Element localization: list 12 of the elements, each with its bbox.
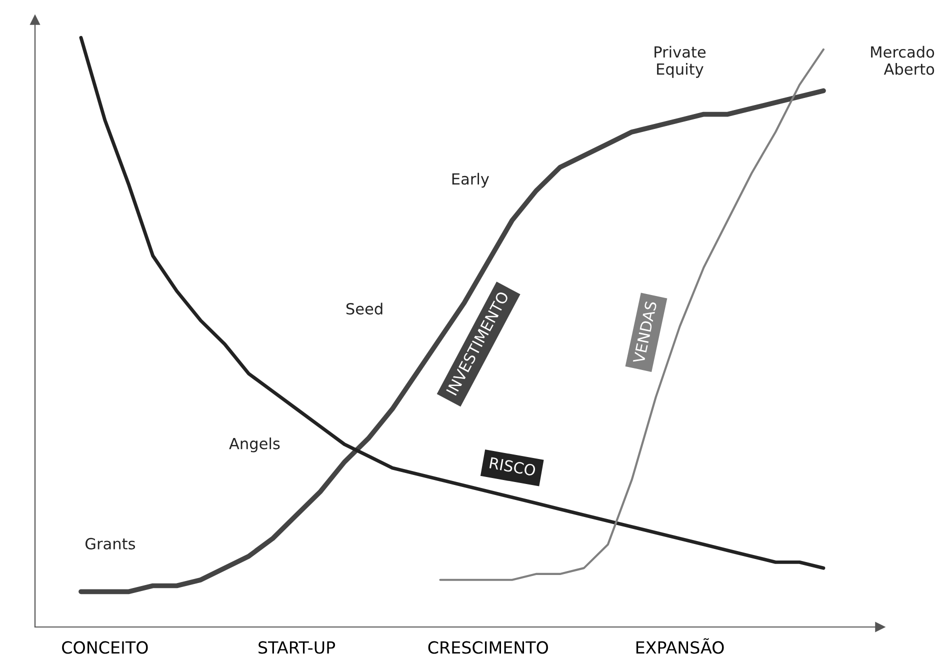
annotation: Grants	[86, 538, 136, 550]
x-tick-label: CRESCIMENTO	[428, 641, 548, 654]
x-tick-label: START-UP	[258, 641, 336, 654]
text: RISCO	[489, 457, 536, 476]
annotation: Angels	[229, 438, 280, 452]
x-tick-label: CONCEITO	[62, 641, 148, 654]
annotation: Early	[452, 172, 490, 188]
x-tick-label: EXPANSÃO	[636, 638, 724, 654]
annotation: Private Equity	[654, 46, 706, 78]
annotation: Seed	[346, 302, 382, 315]
text: VENDAS	[632, 300, 657, 364]
text: Mercado Aberto	[871, 46, 934, 75]
